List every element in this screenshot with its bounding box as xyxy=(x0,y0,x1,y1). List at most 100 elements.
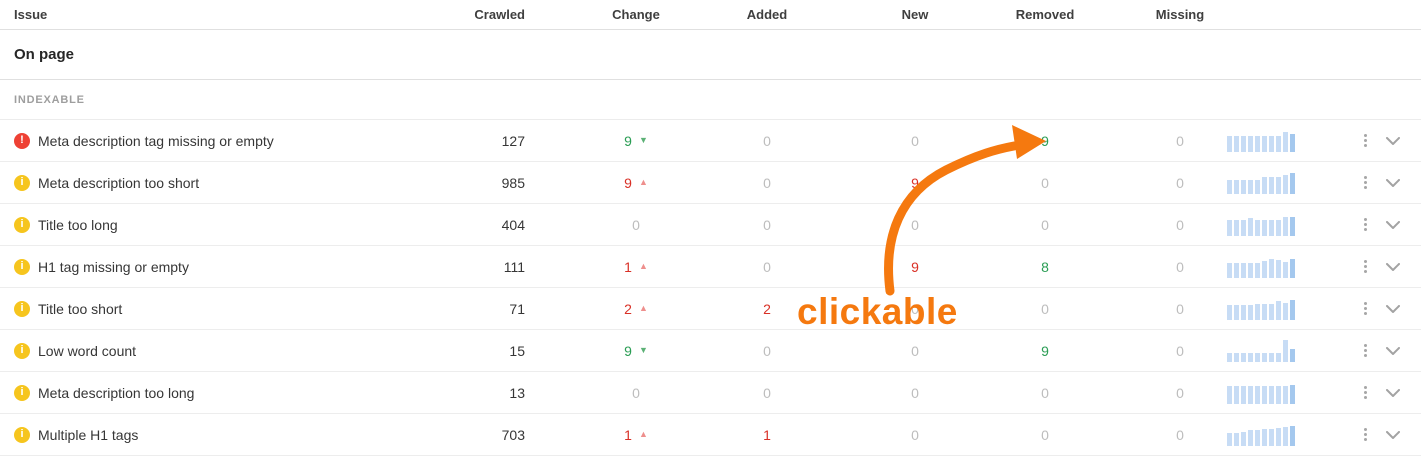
crawled-value[interactable]: 111 xyxy=(503,258,525,275)
issue-label[interactable]: Meta description too short xyxy=(38,174,200,191)
row-expand-chevron-down-icon[interactable] xyxy=(1382,330,1404,371)
crawled-value[interactable]: 71 xyxy=(509,300,525,317)
trend-bar xyxy=(1234,305,1239,320)
trend-bar xyxy=(1269,353,1274,362)
removed-value[interactable]: 9 xyxy=(1041,132,1049,149)
issue-label[interactable]: Title too long xyxy=(38,216,118,233)
row-expand-chevron-down-icon[interactable] xyxy=(1382,120,1404,161)
trend-bar xyxy=(1276,353,1281,362)
issues-table-body: ! Meta description tag missing or empty 12… xyxy=(0,120,1421,456)
crawled-value[interactable]: 703 xyxy=(501,426,525,443)
trend-bar xyxy=(1276,136,1281,152)
change-cell[interactable]: 1 ▲ xyxy=(576,414,696,455)
column-header-issue: Issue xyxy=(14,7,48,22)
crawled-value[interactable]: 985 xyxy=(501,174,525,191)
trend-sparkline xyxy=(1227,382,1295,404)
crawled-value[interactable]: 127 xyxy=(501,132,525,149)
change-cell[interactable]: 1 ▲ xyxy=(576,246,696,287)
row-menu-kebab-icon[interactable] xyxy=(1356,246,1374,287)
crawled-value[interactable]: 404 xyxy=(501,216,525,233)
change-cell[interactable]: 2 ▲ xyxy=(576,288,696,329)
warning-icon: i xyxy=(14,216,30,233)
trend-sparkline xyxy=(1227,340,1295,362)
trend-bar xyxy=(1283,340,1288,362)
table-header: Issue Crawled Change Added New Removed M… xyxy=(0,0,1421,30)
missing-cell: 0 xyxy=(1120,204,1240,245)
added-cell: 0 xyxy=(707,162,827,203)
change-cell[interactable]: 9 ▼ xyxy=(576,330,696,371)
trend-sparkline xyxy=(1227,256,1295,278)
issue-label[interactable]: Title too short xyxy=(38,300,123,317)
issue-label[interactable]: Meta description tag missing or empty xyxy=(38,132,274,149)
trend-bar xyxy=(1269,220,1274,236)
removed-value[interactable]: 9 xyxy=(1041,342,1049,359)
trend-bar xyxy=(1269,177,1274,194)
missing-cell: 0 xyxy=(1120,330,1240,371)
table-row: i Meta description too short 985 9 ▲ 0 9 0 0 xyxy=(0,162,1421,204)
crawled-value[interactable]: 13 xyxy=(509,384,525,401)
group-indexable: INDEXABLE xyxy=(0,80,1421,120)
warning-icon: i xyxy=(14,300,30,317)
trend-bar xyxy=(1255,220,1260,236)
trend-bar xyxy=(1255,304,1260,320)
row-expand-chevron-down-icon[interactable] xyxy=(1382,162,1404,203)
added-cell: 1 xyxy=(707,414,827,455)
added-value[interactable]: 1 xyxy=(763,426,771,443)
trend-bar xyxy=(1283,175,1288,194)
removed-cell: 0 xyxy=(985,288,1105,329)
issue-label[interactable]: Multiple H1 tags xyxy=(38,426,139,443)
warning-icon: i xyxy=(14,258,30,275)
added-cell: 0 xyxy=(707,372,827,413)
trend-bar xyxy=(1283,427,1288,446)
row-menu-kebab-icon[interactable] xyxy=(1356,372,1374,413)
section-on-page[interactable]: On page xyxy=(0,30,1421,80)
trend-bar xyxy=(1290,217,1295,236)
added-value: 0 xyxy=(763,258,771,275)
new-value[interactable]: 9 xyxy=(911,174,919,191)
trend-bar xyxy=(1234,386,1239,404)
missing-value: 0 xyxy=(1176,426,1184,443)
trend-bar xyxy=(1262,220,1267,236)
trend-bar xyxy=(1262,261,1267,278)
removed-value[interactable]: 8 xyxy=(1041,258,1049,275)
added-cell: 0 xyxy=(707,330,827,371)
missing-value: 0 xyxy=(1176,132,1184,149)
row-menu-kebab-icon[interactable] xyxy=(1356,204,1374,245)
new-cell: 0 xyxy=(855,372,975,413)
row-expand-chevron-down-icon[interactable] xyxy=(1382,288,1404,329)
crawled-value[interactable]: 15 xyxy=(509,342,525,359)
issue-label[interactable]: H1 tag missing or empty xyxy=(38,258,189,275)
row-expand-chevron-down-icon[interactable] xyxy=(1382,246,1404,287)
row-menu-kebab-icon[interactable] xyxy=(1356,120,1374,161)
trend-bar xyxy=(1290,385,1295,404)
issue-label[interactable]: Meta description too long xyxy=(38,384,195,401)
column-header-change: Change xyxy=(612,7,660,22)
added-value: 0 xyxy=(763,174,771,191)
trend-bar xyxy=(1262,386,1267,404)
change-cell[interactable]: 9 ▼ xyxy=(576,120,696,161)
change-value: 0 xyxy=(632,216,640,233)
warning-icon: i xyxy=(14,384,30,401)
new-cell: 0 xyxy=(855,120,975,161)
added-value[interactable]: 2 xyxy=(763,300,771,317)
issue-label[interactable]: Low word count xyxy=(38,342,137,359)
trend-sparkline xyxy=(1227,172,1295,194)
new-cell: 9 xyxy=(855,162,975,203)
row-menu-kebab-icon[interactable] xyxy=(1356,162,1374,203)
row-expand-chevron-down-icon[interactable] xyxy=(1382,414,1404,455)
row-menu-kebab-icon[interactable] xyxy=(1356,288,1374,329)
row-menu-kebab-icon[interactable] xyxy=(1356,330,1374,371)
trend-bar xyxy=(1262,353,1267,362)
row-expand-chevron-down-icon[interactable] xyxy=(1382,372,1404,413)
trend-bar xyxy=(1276,220,1281,236)
new-value[interactable]: 9 xyxy=(911,258,919,275)
new-cell: 0 xyxy=(855,414,975,455)
trend-bar xyxy=(1248,353,1253,362)
trend-bar xyxy=(1262,304,1267,320)
change-cell[interactable]: 9 ▲ xyxy=(576,162,696,203)
change-down-triangle-icon: ▼ xyxy=(638,345,648,355)
row-expand-chevron-down-icon[interactable] xyxy=(1382,204,1404,245)
removed-value: 0 xyxy=(1041,174,1049,191)
row-menu-kebab-icon[interactable] xyxy=(1356,414,1374,455)
change-cell: 0 xyxy=(576,372,696,413)
